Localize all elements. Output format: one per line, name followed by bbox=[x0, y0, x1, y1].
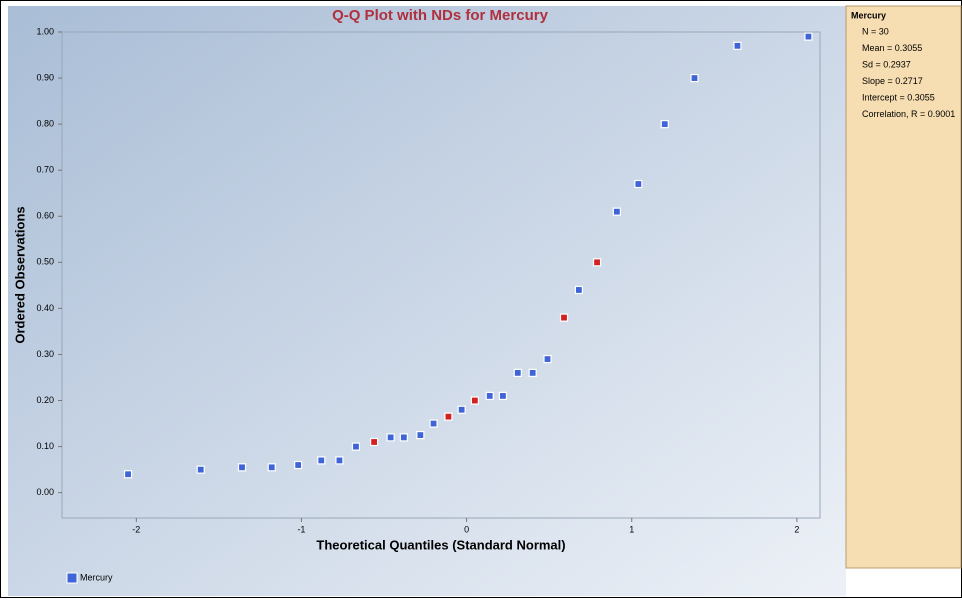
y-tick-label: 0.20 bbox=[36, 395, 54, 405]
point bbox=[429, 419, 438, 428]
point bbox=[294, 460, 303, 470]
point bbox=[660, 120, 669, 129]
point bbox=[592, 258, 602, 267]
y-tick-label: 0.70 bbox=[36, 165, 54, 175]
point bbox=[196, 465, 205, 474]
chart-background bbox=[8, 6, 846, 596]
x-tick-label: -2 bbox=[132, 524, 140, 534]
stats-panel bbox=[845, 5, 962, 569]
x-tick-label: 1 bbox=[629, 524, 634, 534]
point bbox=[733, 41, 742, 50]
legend-swatch bbox=[66, 572, 78, 584]
y-tick-label: 0.00 bbox=[36, 487, 54, 497]
y-tick-label: 0.90 bbox=[36, 72, 54, 82]
point bbox=[485, 391, 494, 401]
point bbox=[559, 313, 569, 322]
legend-label: Mercury bbox=[80, 572, 113, 582]
x-axis-label: Theoretical Quantiles (Standard Normal) bbox=[316, 537, 565, 552]
point bbox=[457, 405, 466, 414]
stats-title: Mercury bbox=[851, 10, 886, 20]
point bbox=[543, 354, 552, 364]
stats-line: N = 30 bbox=[862, 26, 889, 36]
stats-line: Correlation, R = 0.9001 bbox=[862, 109, 955, 119]
stats-line: Slope = 0.2717 bbox=[862, 76, 923, 86]
point bbox=[513, 368, 522, 377]
point bbox=[123, 470, 133, 479]
point bbox=[370, 437, 379, 447]
point bbox=[416, 430, 425, 440]
point bbox=[386, 433, 395, 442]
y-tick-label: 0.50 bbox=[36, 257, 54, 267]
point bbox=[267, 463, 276, 472]
point bbox=[444, 412, 453, 421]
x-tick-label: 0 bbox=[464, 524, 469, 534]
point bbox=[690, 73, 699, 83]
point bbox=[351, 442, 361, 451]
point bbox=[612, 207, 621, 216]
point bbox=[317, 456, 326, 465]
x-tick-label: -1 bbox=[297, 524, 305, 534]
point bbox=[804, 32, 813, 41]
chart-title: Q-Q Plot with NDs for Mercury bbox=[332, 7, 549, 24]
stats-line: Mean = 0.3055 bbox=[862, 43, 922, 53]
point bbox=[237, 463, 247, 472]
y-tick-label: 0.60 bbox=[36, 211, 54, 221]
point bbox=[634, 179, 643, 189]
plot-frame bbox=[61, 31, 821, 519]
point bbox=[470, 396, 479, 405]
stats-line: Intercept = 0.3055 bbox=[862, 92, 935, 102]
point bbox=[498, 391, 508, 401]
x-tick-label: 2 bbox=[794, 524, 799, 534]
stats-line: Sd = 0.2937 bbox=[862, 59, 911, 69]
y-tick-label: 0.10 bbox=[36, 441, 54, 451]
point bbox=[528, 368, 537, 377]
point bbox=[574, 285, 583, 295]
y-tick-label: 0.80 bbox=[36, 119, 54, 129]
y-axis-label: Ordered Observations bbox=[12, 206, 27, 343]
point bbox=[399, 433, 408, 442]
y-tick-label: 1.00 bbox=[36, 26, 54, 36]
y-tick-label: 0.30 bbox=[36, 349, 54, 359]
point bbox=[335, 456, 344, 465]
y-tick-label: 0.40 bbox=[36, 303, 54, 313]
